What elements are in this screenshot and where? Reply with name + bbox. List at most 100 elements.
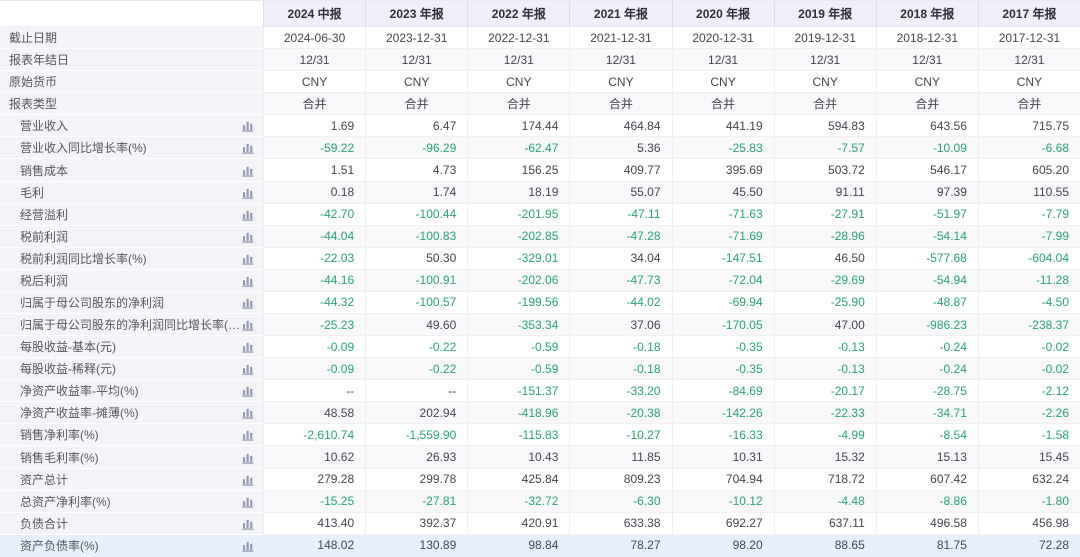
cell-value: CNY bbox=[467, 71, 570, 94]
cell-value: 15.13 bbox=[875, 446, 978, 469]
row-label-cell: 负债合计 bbox=[0, 512, 263, 535]
info-row: 报表年结日 12/31 12/31 12/31 12/31 12/31 12/31 12/31… bbox=[0, 49, 1080, 72]
row-label-cell: 销售毛利率(%) bbox=[0, 446, 263, 469]
row-label: 报表类型 bbox=[9, 97, 58, 112]
cell-value: 12/31 bbox=[773, 49, 876, 72]
bar-chart-icon[interactable] bbox=[241, 186, 255, 199]
bar-chart-icon[interactable] bbox=[241, 230, 255, 243]
bar-chart-icon[interactable] bbox=[241, 362, 255, 375]
cell-value: 715.75 bbox=[977, 115, 1080, 138]
cell-value: 合并 bbox=[875, 93, 978, 116]
cell-value: 55.07 bbox=[569, 181, 672, 204]
cell-value: 12/31 bbox=[467, 49, 570, 72]
bar-chart-icon[interactable] bbox=[241, 473, 255, 486]
bar-chart-icon[interactable] bbox=[241, 119, 255, 133]
cell-value: -170.05 bbox=[671, 314, 774, 337]
row-label: 毛利 bbox=[20, 185, 45, 200]
cell-value: 10.31 bbox=[671, 446, 774, 469]
row-label: 营业收入 bbox=[20, 119, 69, 134]
metric-row[interactable]: 经营溢利 -42.70 -100.44 -201.95 -47.11 -71.63 -27.… bbox=[0, 203, 1080, 226]
row-label: 负债合计 bbox=[20, 516, 69, 531]
metric-row[interactable]: 总资产净利率(%) -15.25 -27.81 -32.72 -6.30 -10.12 -4… bbox=[0, 490, 1080, 513]
cell-value: -48.87 bbox=[875, 291, 978, 315]
bar-chart-icon[interactable] bbox=[241, 208, 255, 221]
cell-value: -100.83 bbox=[365, 225, 468, 248]
cell-value: 合并 bbox=[365, 93, 468, 116]
bar-chart-icon[interactable] bbox=[241, 451, 255, 464]
metric-row[interactable]: 税前利润 -44.04 -100.83 -202.85 -47.28 -71.69 -28.… bbox=[0, 225, 1080, 248]
metric-row[interactable]: 负债合计 413.40 392.37 420.91 633.38 692.27 637.11… bbox=[0, 512, 1080, 535]
metric-row[interactable]: 归属于母公司股东的净利润同比增长率(%) -25.23 49.60 -353.34 37… bbox=[0, 314, 1080, 337]
cell-value: 15.32 bbox=[773, 446, 876, 469]
cell-value: 2023-12-31 bbox=[365, 27, 468, 50]
bar-chart-icon[interactable] bbox=[241, 164, 255, 177]
cell-value: 91.11 bbox=[773, 181, 876, 204]
cell-value: 97.39 bbox=[875, 181, 978, 204]
cell-value: 202.94 bbox=[365, 402, 468, 425]
cell-value: 合并 bbox=[977, 93, 1080, 116]
bar-chart-icon[interactable] bbox=[241, 384, 255, 397]
cell-value: -27.91 bbox=[773, 203, 876, 226]
cell-value: -- bbox=[365, 380, 468, 403]
cell-value: -34.71 bbox=[875, 402, 978, 425]
cell-value: -22.03 bbox=[263, 247, 366, 270]
cell-value: -44.16 bbox=[263, 269, 366, 292]
metric-row[interactable]: 销售净利率(%) -2,610.74 -1,559.90 -115.83 -10.27-… bbox=[0, 424, 1080, 447]
cell-value: -353.34 bbox=[467, 314, 570, 337]
cell-value: -20.38 bbox=[569, 402, 672, 425]
cell-value: 6.47 bbox=[365, 115, 468, 138]
bar-chart-icon[interactable] bbox=[241, 495, 255, 508]
metric-row[interactable]: 营业收入 1.69 6.47 174.44 464.84 441.19 594.83 643.… bbox=[0, 115, 1080, 138]
cell-value: 11.85 bbox=[569, 446, 672, 469]
cell-value: 12/31 bbox=[365, 49, 468, 72]
bar-chart-icon[interactable] bbox=[241, 539, 255, 552]
bar-chart-icon[interactable] bbox=[241, 340, 255, 353]
bar-chart-icon[interactable] bbox=[241, 406, 255, 420]
bar-chart-icon[interactable] bbox=[241, 428, 255, 442]
row-label-cell: 净资产收益率-摊薄(%) bbox=[0, 402, 263, 425]
cell-value: -16.33 bbox=[671, 424, 774, 447]
metric-row[interactable]: 资产负债率(%) 148.02 130.89 98.84 78.27 98.20 88.65… bbox=[0, 534, 1080, 557]
bar-chart-icon[interactable] bbox=[241, 517, 255, 530]
bar-chart-icon[interactable] bbox=[241, 318, 255, 331]
cell-value: -8.54 bbox=[875, 424, 978, 447]
cell-value: -44.04 bbox=[263, 225, 366, 248]
bar-chart-icon[interactable] bbox=[241, 252, 255, 265]
cell-value: 12/31 bbox=[671, 49, 774, 72]
cell-value: 425.84 bbox=[467, 468, 570, 491]
cell-value: -22.33 bbox=[773, 402, 876, 425]
cell-value: -0.22 bbox=[365, 336, 468, 359]
cell-value: 81.75 bbox=[875, 534, 978, 557]
row-label-cell: 报表年结日 bbox=[0, 49, 263, 72]
bar-chart-icon[interactable] bbox=[241, 296, 255, 309]
metric-row[interactable]: 毛利 0.18 1.74 18.19 55.07 45.50 91.11 97.39 110.5… bbox=[0, 181, 1080, 204]
metric-row[interactable]: 归属于母公司股东的净利润 -44.32 -100.57 -199.56 -44.02 -6… bbox=[0, 291, 1080, 315]
metric-row[interactable]: 每股收益-基本(元) -0.09 -0.22 -0.59 -0.18 -0.35 -0.13… bbox=[0, 336, 1080, 359]
metric-row[interactable]: 资产总计 279.28 299.78 425.84 809.23 704.94 718.72… bbox=[0, 468, 1080, 491]
cell-value: -1.80 bbox=[977, 490, 1080, 513]
cell-value: 503.72 bbox=[773, 159, 876, 182]
bar-chart-icon[interactable] bbox=[241, 274, 255, 287]
cell-value: 174.44 bbox=[467, 115, 570, 138]
cell-value: 546.17 bbox=[875, 159, 978, 182]
metric-row[interactable]: 销售毛利率(%) 10.62 26.93 10.43 11.85 10.31 15.32 15… bbox=[0, 446, 1080, 469]
cell-value: 2024-06-30 bbox=[263, 27, 366, 50]
metric-row[interactable]: 税后利润 -44.16 -100.91 -202.06 -47.73 -72.04 -29.… bbox=[0, 269, 1080, 292]
cell-value: -986.23 bbox=[875, 314, 978, 337]
cell-value: 464.84 bbox=[569, 115, 672, 138]
metric-row[interactable]: 税前利润同比增长率(%) -22.03 50.30 -329.01 34.04 -147.… bbox=[0, 247, 1080, 270]
metric-row[interactable]: 净资产收益率-平均(%) -- -- -151.37 -33.20 -84.69 -20.1… bbox=[0, 380, 1080, 403]
metric-row[interactable]: 每股收益-稀释(元) -0.09 -0.22 -0.59 -0.18 -0.35 -0.13… bbox=[0, 358, 1080, 381]
cell-value: -2.26 bbox=[977, 402, 1080, 425]
cell-value: -238.37 bbox=[977, 314, 1080, 337]
cell-value: -84.69 bbox=[671, 380, 774, 403]
bar-chart-icon[interactable] bbox=[241, 141, 255, 155]
metric-row[interactable]: 销售成本 1.51 4.73 156.25 409.77 395.69 503.72 546.… bbox=[0, 159, 1080, 182]
cell-value: -201.95 bbox=[467, 203, 570, 226]
row-label: 资产总计 bbox=[20, 472, 69, 487]
row-label-cell: 税前利润同比增长率(%) bbox=[0, 247, 263, 270]
metric-row[interactable]: 净资产收益率-摊薄(%) 48.58 202.94 -418.96 -20.38 -142… bbox=[0, 402, 1080, 425]
cell-value: -10.27 bbox=[569, 424, 672, 447]
metric-row[interactable]: 营业收入同比增长率(%) -59.22 -96.29 -62.47 5.36 -25.83… bbox=[0, 137, 1080, 160]
row-label-cell: 税前利润 bbox=[0, 225, 263, 248]
